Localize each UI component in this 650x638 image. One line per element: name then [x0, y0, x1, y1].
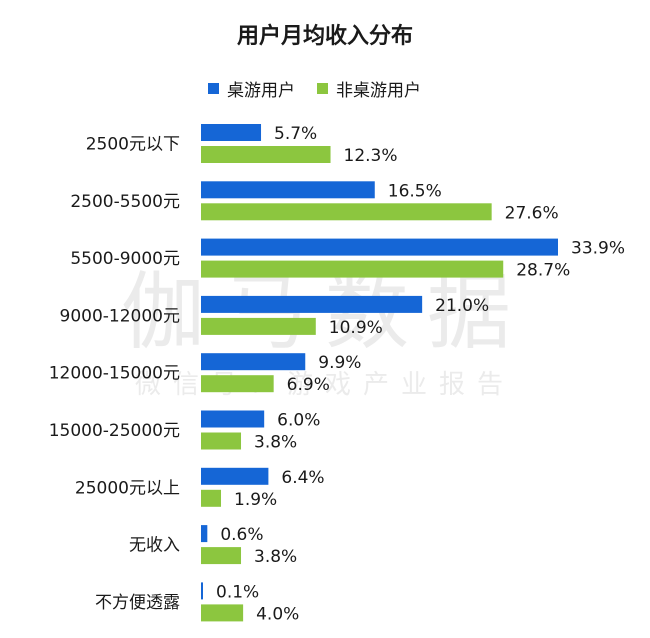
bar-series-b — [201, 432, 242, 450]
category-label: 2500元以下 — [86, 135, 180, 155]
bar-series-b — [201, 146, 331, 163]
bar-series-b — [201, 317, 316, 335]
legend-item-series-a: 桌游用户 — [208, 76, 295, 101]
bar-series-a — [201, 525, 208, 543]
data-label: 4.0% — [256, 604, 299, 624]
bar-series-b — [201, 604, 244, 622]
category-label: 不方便透露 — [95, 593, 180, 613]
data-label: 5.7% — [274, 124, 317, 144]
data-label: 6.4% — [281, 468, 324, 488]
legend-swatch-series-b — [317, 83, 328, 94]
legend-item-series-b: 非桌游用户 — [317, 76, 421, 101]
bar-series-a — [201, 295, 423, 313]
bar-series-b — [201, 375, 274, 393]
data-label: 9.9% — [318, 353, 361, 373]
category-label: 12000-15000元 — [49, 364, 180, 384]
data-label: 33.9% — [571, 239, 625, 259]
data-label: 6.0% — [277, 411, 320, 431]
data-label: 1.9% — [234, 490, 277, 510]
category-label: 25000元以上 — [75, 478, 180, 498]
data-label: 0.1% — [216, 582, 259, 602]
legend-label-series-b: 非桌游用户 — [336, 81, 421, 101]
legend-label-series-a: 桌游用户 — [227, 81, 295, 101]
data-label: 21.0% — [435, 296, 489, 316]
legend-swatch-series-a — [208, 83, 219, 94]
bar-series-a — [201, 410, 265, 428]
category-label: 9000-12000元 — [60, 306, 180, 326]
bar-series-b — [201, 203, 492, 221]
data-label: 16.5% — [388, 181, 442, 201]
category-label: 15000-25000元 — [49, 421, 180, 441]
bar-series-a — [201, 238, 558, 256]
bar-series-a — [201, 582, 203, 600]
bar-series-a — [201, 124, 262, 141]
bar-series-a — [201, 181, 375, 199]
category-label: 2500-5500元 — [70, 192, 180, 212]
category-label: 无收入 — [129, 536, 180, 556]
bar-series-b — [201, 260, 504, 278]
bar-series-b — [201, 547, 242, 565]
data-label: 3.8% — [254, 547, 297, 567]
data-label: 28.7% — [516, 261, 570, 281]
chart-title: 用户月均收入分布 — [236, 24, 413, 49]
data-label: 3.8% — [254, 433, 297, 453]
category-label: 5500-9000元 — [70, 249, 180, 269]
data-label: 10.9% — [329, 318, 383, 338]
data-label: 27.6% — [505, 203, 559, 223]
data-label: 0.6% — [220, 525, 263, 545]
legend: 桌游用户 非桌游用户 — [208, 76, 421, 101]
data-label: 6.9% — [287, 375, 330, 395]
bar-series-a — [201, 353, 306, 371]
bar-series-a — [201, 467, 269, 485]
bar-series-b — [201, 489, 222, 507]
data-label: 12.3% — [344, 146, 398, 166]
